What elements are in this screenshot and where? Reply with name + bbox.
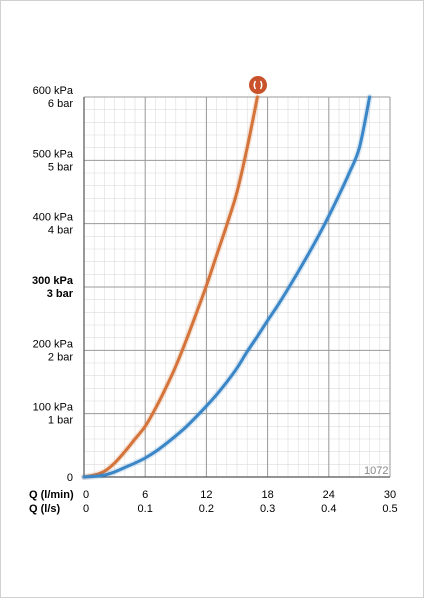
major-grid	[83, 96, 391, 478]
x-tick-label: 0	[83, 489, 89, 501]
x-tick-label-secondary: 0.5	[382, 503, 397, 515]
x-axis-title: Q (l/min)	[29, 489, 74, 501]
series-2-line	[82, 95, 372, 479]
y-tick-label-kpa: 600 kPa	[33, 85, 74, 97]
y-tick-label-bar: 5 bar	[48, 161, 73, 173]
x-tick-label-secondary: 0.1	[138, 503, 153, 515]
y-tick-label-kpa: 400 kPa	[33, 212, 74, 224]
y-tick-label-kpa: 500 kPa	[33, 148, 74, 160]
x-tick-label: 18	[261, 489, 273, 501]
y-tick-label-kpa: 300 kPa	[32, 275, 74, 287]
x-tick-label-secondary: 0	[83, 503, 89, 515]
y-tick-label-bar: 1 bar	[48, 415, 73, 427]
x-tick-label: 12	[200, 489, 212, 501]
restrictor-icon	[249, 76, 267, 94]
y-tick-label-kpa: 0	[67, 472, 73, 484]
y-tick-label-bar: 3 bar	[47, 288, 74, 300]
y-tick-label-kpa: 200 kPa	[33, 338, 74, 350]
y-tick-label-bar: 2 bar	[48, 351, 73, 363]
y-tick-label-kpa: 100 kPa	[33, 402, 74, 414]
x-tick-label-secondary: 0.2	[199, 503, 214, 515]
y-tick-label-bar: 6 bar	[48, 98, 73, 110]
chart-annotation: 1072	[364, 465, 388, 477]
x-tick-label: 6	[142, 489, 148, 501]
x-tick-label: 24	[323, 489, 335, 501]
y-tick-label-bar: 4 bar	[48, 225, 73, 237]
x-tick-label-secondary: 0.3	[260, 503, 275, 515]
series-layer	[81, 94, 373, 480]
x-tick-label: 30	[384, 489, 396, 501]
x-axis-labels: 0 0 6 0.1 12 0.2 18 0.3 24 0.4 30 0.5	[83, 489, 398, 515]
series-1-line	[82, 95, 259, 479]
x-tick-label-secondary: 0.4	[321, 503, 336, 515]
x-axis-title-secondary: Q (l/s)	[29, 503, 61, 515]
